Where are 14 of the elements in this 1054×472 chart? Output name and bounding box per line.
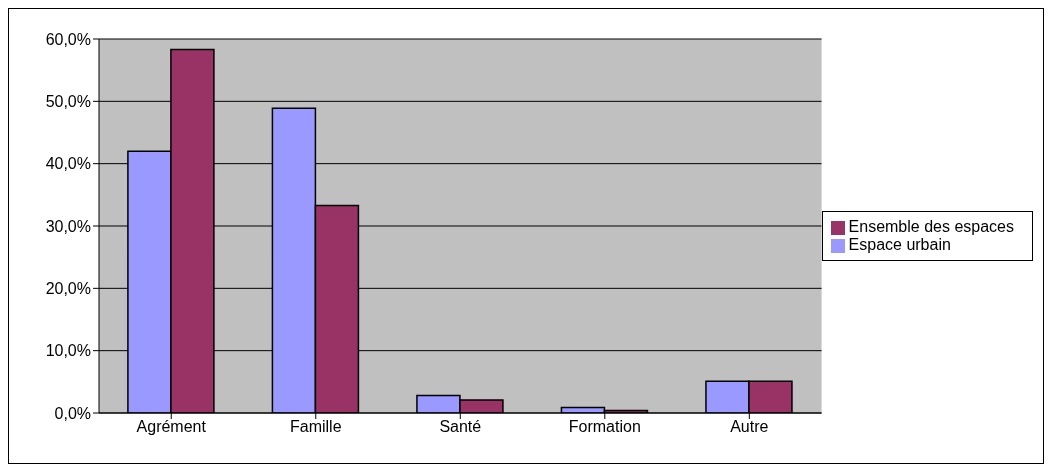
y-tick-label: 60,0% [45,30,91,48]
y-tick-label: 10,0% [45,342,91,360]
legend-label: Ensemble des espaces [848,218,1014,235]
x-tick-label: Autre [730,418,769,436]
y-tick-label: 20,0% [45,280,91,298]
x-tick-label: Formation [568,418,641,436]
legend-label: Espace urbain [848,236,951,253]
x-tick-label: Santé [439,418,482,436]
y-tick-label: 30,0% [45,217,91,235]
y-tick-label: 0,0% [54,404,91,422]
y-tick-label: 50,0% [45,93,91,111]
x-tick-label: Agrément [136,418,207,436]
y-tick-label: 40,0% [45,155,91,173]
x-tick-label: Famille [289,418,342,436]
